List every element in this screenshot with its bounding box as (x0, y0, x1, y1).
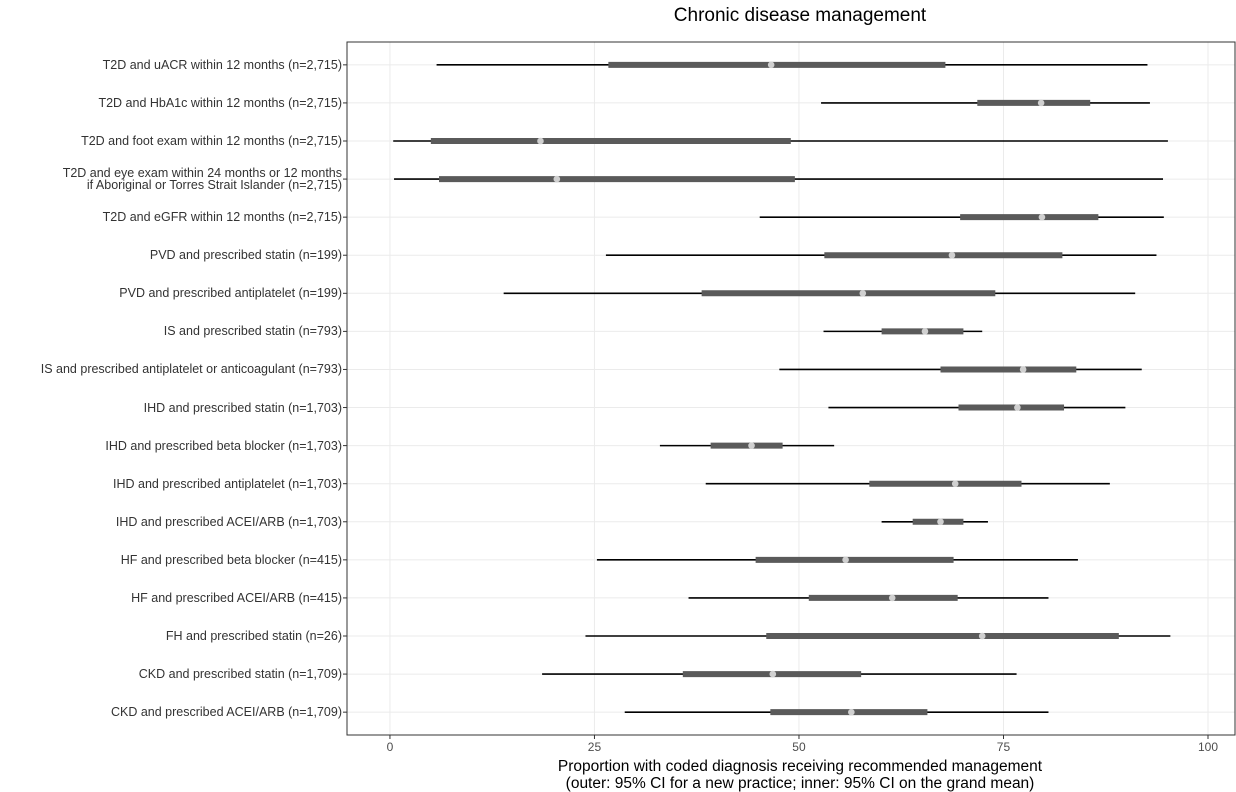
x-tick-label: 0 (387, 740, 394, 754)
mean-point (859, 290, 867, 297)
mean-point (848, 708, 855, 716)
y-tick-label: HF and prescribed ACEI/ARB (n=415) (131, 590, 342, 605)
y-tick-label: IS and prescribed statin (n=793) (163, 324, 342, 339)
y-tick-label: IS and prescribed antiplatelet or antico… (40, 362, 342, 377)
mean-point (748, 442, 755, 449)
y-tick-label: IHD and prescribed beta blocker (n=1,703… (105, 438, 342, 453)
x-tick-label: 25 (588, 740, 602, 754)
x-tick-label: 75 (997, 740, 1011, 754)
panel-border (346, 41, 1236, 736)
mean-point (1038, 213, 1046, 221)
mean-point (1037, 99, 1045, 107)
mean-point (937, 518, 944, 526)
y-tick-label: HF and prescribed beta blocker (n=415) (120, 552, 342, 567)
y-tick-label: IHD and prescribed antiplatelet (n=1,703… (113, 476, 342, 491)
y-tick-label: FH and prescribed statin (n=26) (165, 629, 342, 643)
mean-point (1019, 366, 1027, 373)
mean-point (978, 632, 986, 640)
y-tick-label: IHD and prescribed ACEI/ARB (n=1,703) (115, 514, 342, 529)
y-tick-label: T2D and uACR within 12 months (n=2,715) (102, 57, 342, 72)
mean-point (767, 61, 775, 69)
y-tick-label: T2D and eye exam within 24 months or 12 … (62, 166, 342, 193)
mean-point (553, 175, 561, 183)
mean-point (537, 137, 544, 145)
y-tick-label: PVD and prescribed antiplatelet (n=199) (119, 286, 342, 301)
y-tick-label: PVD and prescribed statin (n=199) (149, 248, 342, 263)
y-tick-label: T2D and HbA1c within 12 months (n=2,715) (98, 95, 342, 110)
mean-point (1014, 404, 1021, 411)
y-tick-label: CKD and prescribed ACEI/ARB (n=1,709) (110, 705, 342, 720)
mean-point (769, 670, 777, 678)
y-tick-label: T2D and eGFR within 12 months (n=2,715) (102, 210, 342, 225)
mean-point (842, 556, 849, 564)
mean-point (948, 251, 956, 259)
x-tick-label: 100 (1198, 740, 1218, 754)
chart-title: Chronic disease management (673, 5, 927, 26)
y-tick-label: T2D and foot exam within 12 months (n=2,… (81, 134, 342, 148)
mean-point (951, 480, 959, 487)
mean-point (921, 328, 929, 335)
y-tick-label: CKD and prescribed statin (n=1,709) (138, 667, 342, 682)
mean-point (888, 594, 896, 602)
y-tick-label: IHD and prescribed statin (n=1,703) (143, 400, 342, 415)
x-tick-label: 50 (792, 740, 806, 754)
x-axis-title: Proportion with coded diagnosis receivin… (557, 758, 1043, 792)
